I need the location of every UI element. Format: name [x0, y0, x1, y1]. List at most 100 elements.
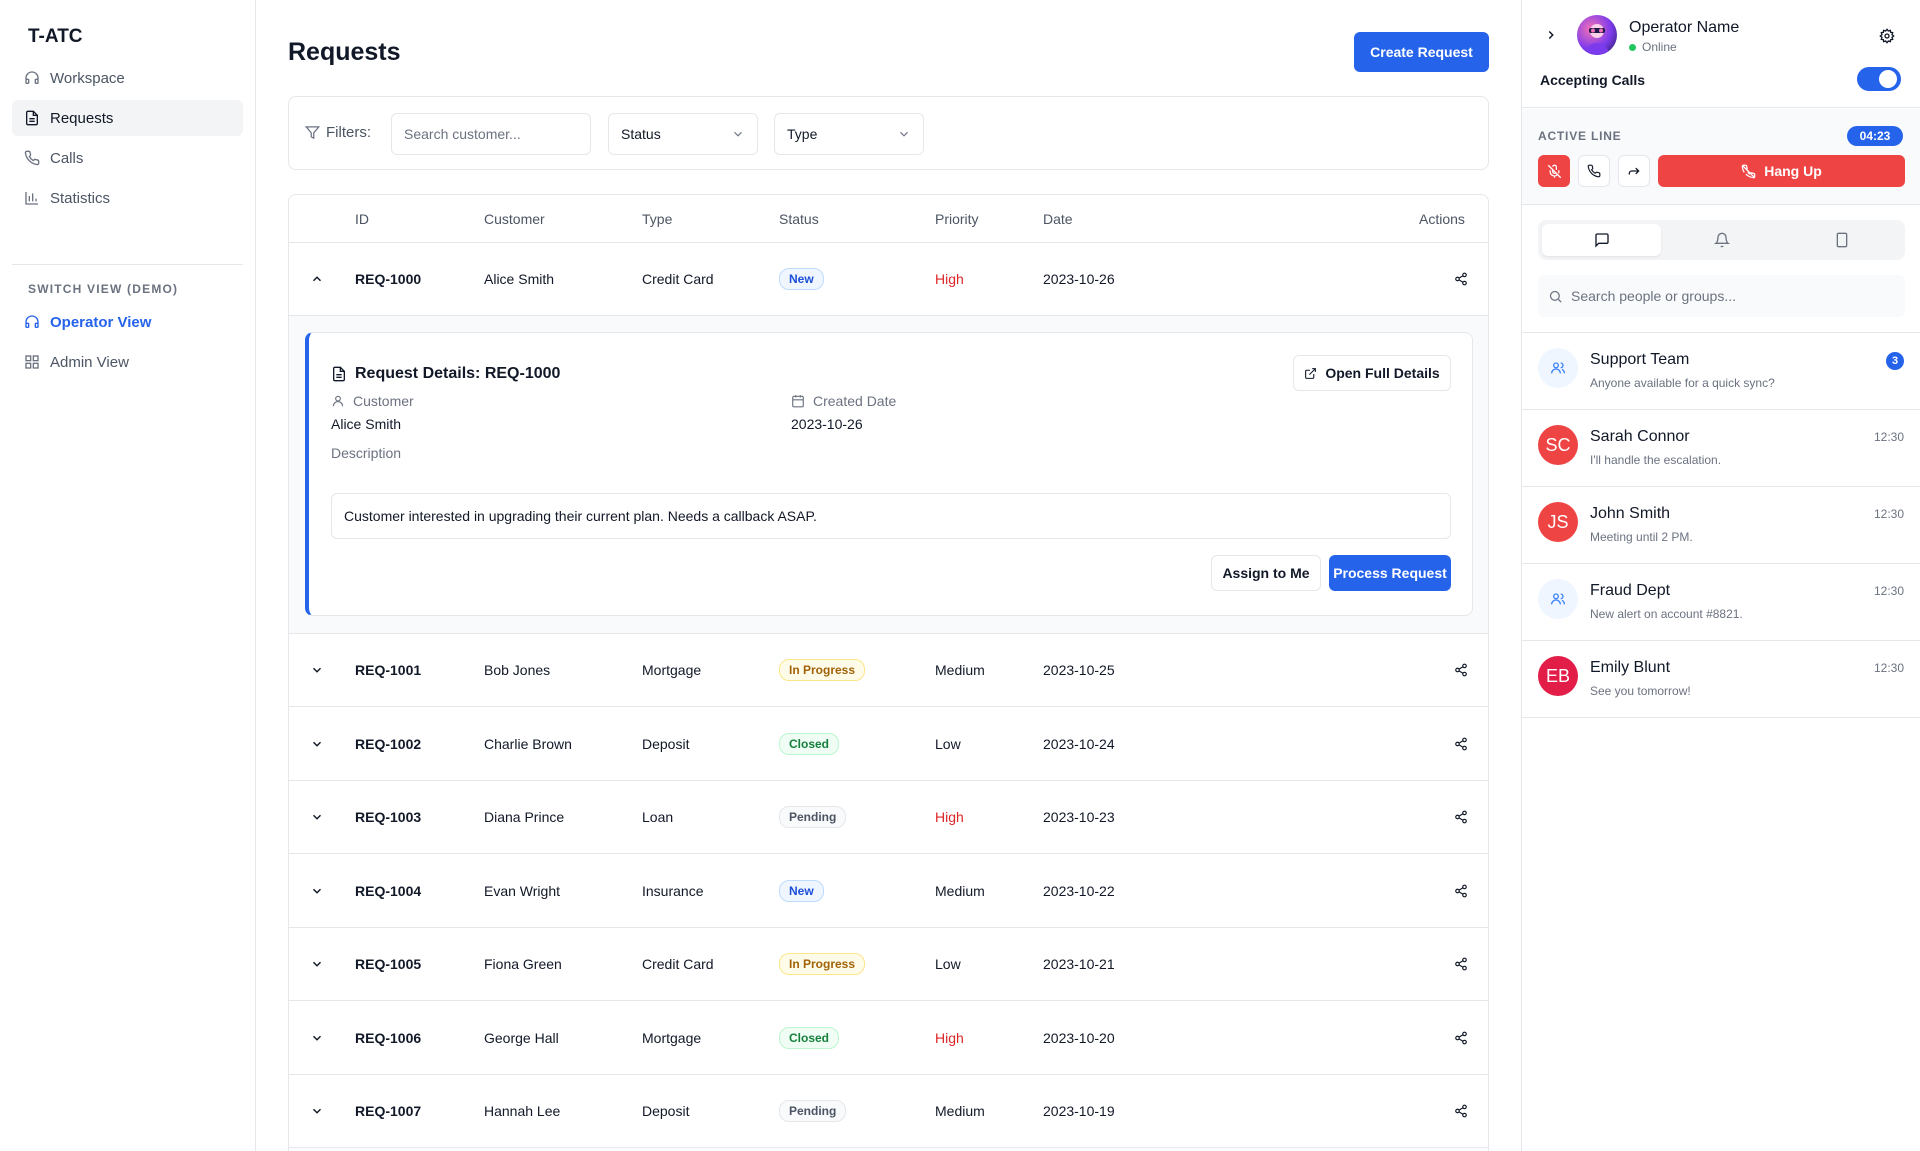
people-search-input[interactable] [1571, 288, 1891, 304]
priority-value: Medium [935, 882, 985, 899]
expand-row-button[interactable] [307, 734, 327, 754]
switch-view-title: SWITCH VIEW (DEMO) [28, 282, 179, 296]
customer-name: Alice Smith [484, 271, 555, 287]
sidebar-item-requests[interactable]: Requests [12, 100, 243, 136]
search-customer-input[interactable] [391, 113, 591, 155]
document-icon [333, 366, 345, 382]
table-row[interactable]: REQ-1004 Evan Wright Insurance New Medium 202… [289, 855, 1488, 928]
mic-off-icon [1547, 164, 1561, 178]
chat-time: 12:30 [1873, 507, 1904, 521]
nav-label: Admin View [50, 353, 129, 371]
chat-item[interactable]: Fraud Dept New alert on account #8821. 12:… [1522, 564, 1920, 641]
tab-directory[interactable] [1782, 224, 1901, 256]
share-button[interactable] [1451, 807, 1471, 827]
expand-row-button[interactable] [307, 269, 327, 289]
chat-item[interactable]: EB Emily Blunt See you tomorrow! 12:30 [1522, 641, 1920, 718]
online-dot-icon [1629, 43, 1636, 51]
customer-name: George Hall [484, 1029, 559, 1046]
mute-button[interactable] [1538, 155, 1570, 187]
tab-notifications[interactable] [1662, 224, 1781, 256]
expand-row-button[interactable] [307, 1028, 327, 1048]
main-content: Requests Create Request Filters: Status … [257, 0, 1521, 1151]
sidebar-item-calls[interactable]: Calls [12, 140, 243, 176]
table-row[interactable]: REQ-1005 Fiona Green Credit Card In Progres… [289, 928, 1488, 1001]
open-full-label: Open Full Details [1325, 365, 1440, 381]
accepting-calls-toggle[interactable] [1857, 67, 1901, 91]
share-button[interactable] [1451, 660, 1471, 680]
expand-row-button[interactable] [307, 660, 327, 680]
assign-to-me-button[interactable]: Assign to Me [1211, 555, 1321, 591]
hold-button[interactable] [1578, 155, 1610, 187]
column-header-date[interactable]: Date [1043, 211, 1073, 227]
table-row[interactable]: REQ-1002 Charlie Brown Deposit Closed Low 202… [289, 708, 1488, 781]
expand-row-button[interactable] [307, 1101, 327, 1121]
column-header-priority[interactable]: Priority [935, 211, 979, 227]
customer-name: Fiona Green [484, 956, 562, 972]
chevron-down-icon [312, 814, 322, 820]
request-id: REQ-1003 [355, 809, 422, 825]
share-button[interactable] [1451, 734, 1471, 754]
customer-value: Alice Smith [331, 416, 402, 432]
share-button[interactable] [1451, 1101, 1471, 1121]
share-icon [1455, 884, 1467, 897]
request-type: Credit Card [642, 956, 714, 972]
panel-tabs [1538, 220, 1905, 260]
chat-item[interactable]: Support Team Anyone available for a quick… [1522, 333, 1920, 410]
column-header-status[interactable]: Status [779, 211, 819, 227]
expand-row-button[interactable] [307, 807, 327, 827]
chat-item[interactable]: JS John Smith Meeting until 2 PM. 12:30 [1522, 487, 1920, 564]
bar-chart-icon [24, 190, 40, 206]
share-button[interactable] [1451, 269, 1471, 289]
share-button[interactable] [1451, 881, 1471, 901]
collapse-panel-button[interactable] [1544, 28, 1558, 45]
table-row[interactable]: REQ-1001 Bob Jones Mortgage In Progress Medi… [289, 634, 1488, 707]
phone-off-icon [1741, 164, 1756, 178]
share-button[interactable] [1451, 1028, 1471, 1048]
users-icon [1551, 362, 1565, 374]
sidebar-item-label: Workspace [50, 69, 125, 87]
process-request-button[interactable]: Process Request [1329, 555, 1451, 591]
column-header-customer[interactable]: Customer [484, 211, 545, 227]
transfer-button[interactable] [1618, 155, 1650, 187]
chat-message: Meeting until 2 PM. [1590, 530, 1693, 544]
request-id: REQ-1004 [355, 882, 422, 899]
operator-status: Online [1629, 40, 1677, 54]
status-select[interactable]: Status [608, 113, 758, 155]
expand-row-button[interactable] [307, 954, 327, 974]
settings-button[interactable] [1879, 28, 1895, 47]
customer-name: Diana Prince [484, 809, 565, 825]
tab-chat[interactable] [1542, 224, 1661, 256]
filters-label: Filters: [305, 124, 371, 141]
user-icon [332, 395, 344, 407]
type-select[interactable]: Type [774, 113, 924, 155]
priority-value: Low [935, 956, 961, 972]
expand-row-button[interactable] [307, 881, 327, 901]
admin-view-link[interactable]: Admin View [12, 344, 243, 380]
chevron-down-icon [312, 741, 322, 747]
sidebar-item-workspace[interactable]: Workspace [12, 60, 243, 96]
table-row[interactable]: REQ-1007 Hannah Lee Deposit Pending Medium 20… [289, 1075, 1488, 1148]
phone-icon [24, 150, 40, 166]
headset-icon [24, 314, 40, 330]
share-icon [1455, 737, 1467, 750]
requests-table: ID Customer Type Status Priority Date Ac… [288, 194, 1489, 1151]
hang-up-button[interactable]: Hang Up [1658, 155, 1905, 187]
create-request-button[interactable]: Create Request [1354, 32, 1489, 72]
sidebar-item-label: Statistics [50, 189, 111, 207]
chat-time: 12:30 [1873, 584, 1904, 598]
column-header-id[interactable]: ID [355, 211, 369, 227]
status-badge: Pending [779, 1100, 847, 1122]
bell-icon [1713, 232, 1730, 248]
table-row[interactable]: REQ-1006 George Hall Mortgage Closed High 202… [289, 1002, 1488, 1075]
column-header-type[interactable]: Type [642, 211, 673, 227]
table-row[interactable]: REQ-1000 Alice Smith Credit Card New High 202… [289, 243, 1488, 316]
operator-avatar [1577, 15, 1617, 55]
share-button[interactable] [1451, 954, 1471, 974]
open-full-details-button[interactable]: Open Full Details [1293, 355, 1451, 391]
description-label: Description [331, 445, 402, 461]
chat-item[interactable]: SC Sarah Connor I'll handle the escalation… [1522, 410, 1920, 487]
sidebar-item-statistics[interactable]: Statistics [12, 180, 243, 216]
operator-view-link[interactable]: Operator View [12, 304, 243, 340]
table-row[interactable]: REQ-1003 Diana Prince Loan Pending High 2023-… [289, 781, 1488, 854]
sidebar-item-label: Requests [50, 109, 114, 127]
